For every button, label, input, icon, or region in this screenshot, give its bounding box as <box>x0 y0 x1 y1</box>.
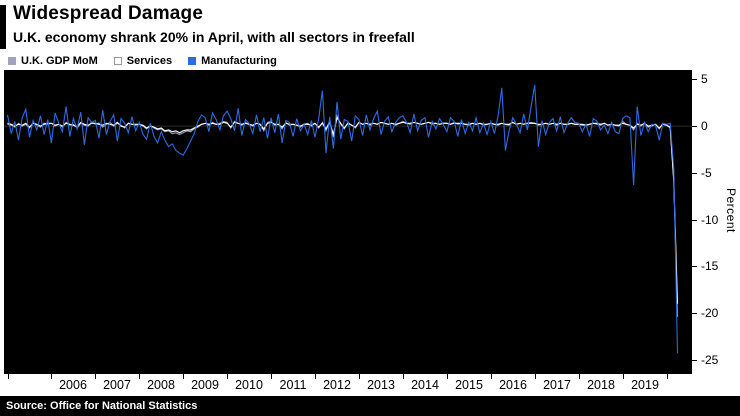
legend: U.K. GDP MoM Services Manufacturing <box>8 55 277 67</box>
line-chart <box>4 84 692 354</box>
x-tick-mark <box>403 374 404 379</box>
x-tick-mark <box>491 374 492 379</box>
legend-item-manufacturing: Manufacturing <box>188 55 277 67</box>
y-tick-label: -20 <box>701 306 719 320</box>
x-tick-mark <box>667 374 668 379</box>
legend-item-services: Services <box>113 55 173 67</box>
chart-title: Widespread Damage <box>13 3 204 24</box>
y-tick-label: -25 <box>701 353 719 367</box>
series-line-services <box>7 116 679 304</box>
x-tick-mark <box>579 374 580 379</box>
legend-item-gdp: U.K. GDP MoM <box>8 55 98 67</box>
series-line-manufacturing <box>6 84 679 354</box>
x-tick-label: 2011 <box>279 378 307 392</box>
x-axis: 2006 2007 2008 2009 2010 2011 2012 2013 2014 2015… <box>0 374 740 396</box>
legend-label-manufacturing: Manufacturing <box>201 55 277 67</box>
x-tick-label: 2018 <box>587 378 615 392</box>
x-tick-mark <box>139 374 140 379</box>
x-tick-label: 2009 <box>191 378 219 392</box>
y-tick-mark <box>692 360 697 361</box>
y-tick-mark <box>692 79 697 80</box>
legend-swatch-gdp <box>8 57 16 65</box>
x-tick-mark <box>315 374 316 379</box>
x-tick-mark <box>95 374 96 379</box>
y-tick-label: 5 <box>701 72 708 86</box>
legend-label-services: Services <box>126 55 173 67</box>
x-tick-mark <box>8 374 9 379</box>
x-tick-label: 2006 <box>59 378 87 392</box>
x-tick-mark <box>227 374 228 379</box>
x-tick-mark <box>535 374 536 379</box>
y-tick-mark <box>692 126 697 127</box>
x-tick-mark <box>271 374 272 379</box>
x-tick-label: 2012 <box>323 378 351 392</box>
x-tick-label: 2010 <box>235 378 263 392</box>
y-tick-mark <box>692 313 697 314</box>
legend-label-gdp: U.K. GDP MoM <box>21 55 98 67</box>
x-tick-label: 2016 <box>499 378 527 392</box>
source-text: Source: Office for National Statistics <box>6 400 198 412</box>
legend-swatch-services <box>113 57 122 65</box>
plot-area <box>4 70 692 374</box>
y-tick-label: 0 <box>701 119 708 133</box>
y-tick-label: -15 <box>701 259 719 273</box>
x-tick-mark <box>623 374 624 379</box>
x-tick-label: 2014 <box>411 378 439 392</box>
x-tick-mark <box>359 374 360 379</box>
y-tick-label: -10 <box>701 213 719 227</box>
y-tick-label: -5 <box>701 166 712 180</box>
x-tick-label: 2019 <box>631 378 659 392</box>
x-tick-label: 2017 <box>543 378 571 392</box>
x-tick-label: 2013 <box>367 378 395 392</box>
y-tick-mark <box>692 266 697 267</box>
chart-subtitle: U.K. economy shrank 20% in April, with a… <box>13 29 415 45</box>
x-tick-mark <box>447 374 448 379</box>
x-tick-mark <box>183 374 184 379</box>
y-tick-mark <box>692 173 697 174</box>
title-accent-bar <box>0 5 6 49</box>
y-axis: 5 0 -5 -10 -15 -20 -25 <box>692 70 740 374</box>
x-tick-mark <box>51 374 52 379</box>
x-tick-label: 2015 <box>455 378 483 392</box>
x-tick-label: 2007 <box>103 378 131 392</box>
chart-header: Widespread Damage U.K. economy shrank 20… <box>13 2 730 46</box>
source-bar: Source: Office for National Statistics <box>0 396 740 416</box>
y-axis-title: Percent <box>724 188 738 233</box>
series-line-u-k-gdp-mom <box>7 113 679 317</box>
x-tick-label: 2008 <box>147 378 175 392</box>
legend-swatch-manufacturing <box>188 57 197 65</box>
y-tick-mark <box>692 220 697 221</box>
